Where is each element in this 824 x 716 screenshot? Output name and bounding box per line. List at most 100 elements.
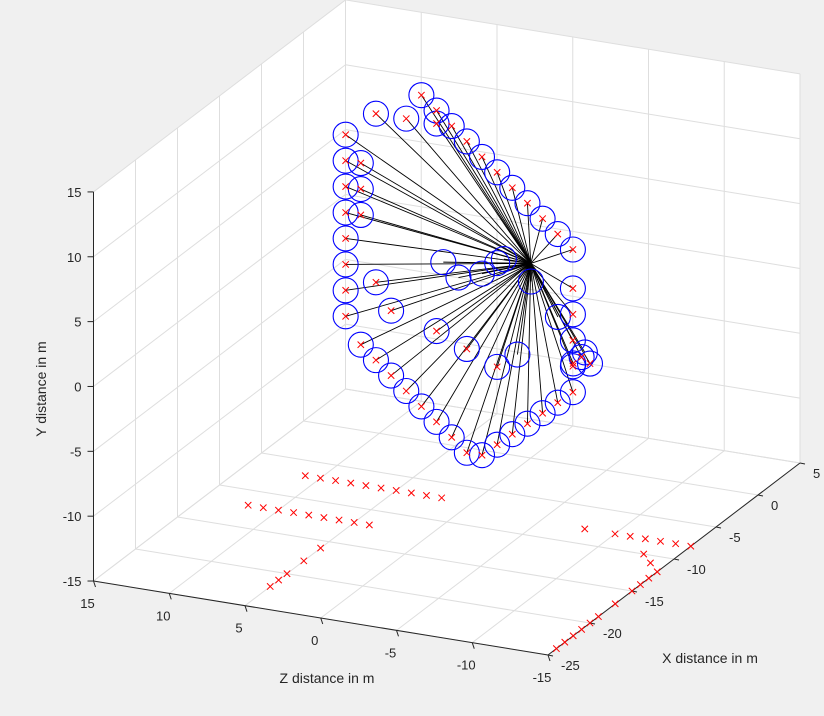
vector-line bbox=[345, 263, 531, 265]
vector-line bbox=[345, 160, 531, 264]
cross-marker bbox=[432, 107, 441, 115]
cross-marker bbox=[342, 208, 350, 217]
vector-line bbox=[530, 263, 574, 289]
x-tick-mark bbox=[673, 558, 680, 561]
grid-line-side-y bbox=[93, 64, 346, 258]
cross-marker bbox=[569, 362, 577, 370]
cross-marker bbox=[301, 472, 309, 480]
grid-line-side-y bbox=[93, 129, 346, 323]
cross-marker bbox=[347, 479, 355, 487]
cross-marker bbox=[569, 284, 577, 292]
circle-marker bbox=[393, 377, 420, 405]
vector-line bbox=[360, 214, 531, 264]
cross-marker bbox=[594, 613, 602, 621]
circle-marker bbox=[430, 249, 457, 276]
cross-marker bbox=[365, 521, 373, 529]
cross-marker bbox=[640, 550, 648, 558]
circle-marker bbox=[529, 205, 556, 232]
vector-line bbox=[530, 263, 574, 364]
cross-marker bbox=[561, 638, 569, 646]
cross-marker bbox=[275, 576, 283, 584]
cross-marker bbox=[523, 420, 532, 428]
z-tick-mark bbox=[93, 580, 96, 588]
circle-marker bbox=[529, 400, 556, 427]
circle-marker bbox=[504, 341, 531, 368]
cross-marker bbox=[417, 91, 425, 99]
cross-marker bbox=[628, 587, 636, 595]
cross-marker bbox=[402, 115, 410, 123]
cross-marker bbox=[493, 441, 501, 449]
grid-line-floor-z bbox=[320, 425, 574, 619]
cross-markers bbox=[244, 91, 695, 653]
cross-marker bbox=[320, 513, 328, 522]
cross-marker bbox=[259, 504, 267, 512]
circle-marker bbox=[514, 410, 541, 437]
circle-marker bbox=[484, 353, 511, 380]
circle-marker bbox=[484, 159, 511, 186]
cross-marker bbox=[581, 525, 589, 533]
cross-marker bbox=[283, 570, 291, 578]
grid-line-side-y bbox=[93, 258, 346, 452]
circle-marker bbox=[517, 268, 544, 295]
vector-line bbox=[345, 134, 532, 264]
circle-marker bbox=[408, 393, 435, 420]
circle-marker bbox=[378, 297, 405, 324]
cross-marker bbox=[417, 402, 425, 410]
cross-marker bbox=[335, 516, 343, 524]
circle-marker bbox=[571, 339, 598, 366]
circle-marker bbox=[560, 350, 587, 377]
circle-marker bbox=[559, 275, 586, 302]
cross-marker bbox=[586, 360, 594, 368]
y-axis-label: Y distance in m bbox=[33, 341, 49, 436]
vector-line bbox=[375, 113, 532, 264]
y-tick-label: -5 bbox=[70, 444, 82, 459]
circle-marker bbox=[544, 221, 571, 248]
cross-marker bbox=[539, 409, 547, 417]
vector-line bbox=[405, 263, 532, 392]
z-tick-label: -10 bbox=[457, 658, 476, 673]
cross-marker bbox=[438, 494, 446, 502]
cross-marker bbox=[569, 245, 577, 254]
vector-line bbox=[436, 123, 532, 264]
circle-marker bbox=[576, 350, 604, 377]
cross-marker bbox=[402, 387, 410, 395]
circle-marker bbox=[568, 343, 595, 371]
circle-marker bbox=[468, 143, 496, 170]
x-tick-label: 0 bbox=[771, 498, 778, 513]
cross-marker bbox=[432, 327, 441, 335]
z-tick-label: 10 bbox=[156, 608, 170, 623]
cross-marker bbox=[493, 363, 501, 371]
circle-marker bbox=[362, 100, 390, 127]
vector-line bbox=[516, 263, 532, 355]
z-tick-mark bbox=[244, 605, 248, 612]
circle-marker bbox=[445, 264, 472, 291]
circle-marker bbox=[484, 431, 511, 458]
z-tick-mark bbox=[396, 630, 399, 637]
vector-line bbox=[390, 263, 532, 376]
x-tick-label: -25 bbox=[561, 658, 580, 673]
cross-marker bbox=[342, 234, 350, 243]
circle-marker bbox=[490, 245, 517, 273]
cross-marker bbox=[342, 183, 350, 191]
z-tick-label: -5 bbox=[385, 645, 397, 660]
cross-marker bbox=[552, 645, 560, 653]
cross-marker bbox=[646, 559, 655, 567]
vector-line bbox=[527, 203, 532, 264]
circle-marker bbox=[347, 331, 374, 358]
circle-marker bbox=[468, 260, 496, 287]
circle-marker bbox=[544, 389, 571, 416]
cross-marker bbox=[578, 625, 586, 633]
cross-marker bbox=[372, 110, 380, 118]
cross-marker bbox=[342, 260, 350, 268]
vector-line bbox=[360, 263, 531, 346]
y-tick-label: 0 bbox=[74, 379, 81, 394]
grid-line-floor-z bbox=[93, 388, 346, 582]
vector-line bbox=[451, 125, 532, 264]
cross-marker bbox=[687, 542, 695, 550]
circle-marker bbox=[332, 225, 359, 252]
cross-marker bbox=[357, 211, 365, 219]
cross-marker bbox=[463, 449, 471, 457]
circle-marker bbox=[378, 362, 405, 389]
axes-background bbox=[93, 0, 800, 655]
cross-marker bbox=[432, 418, 441, 426]
